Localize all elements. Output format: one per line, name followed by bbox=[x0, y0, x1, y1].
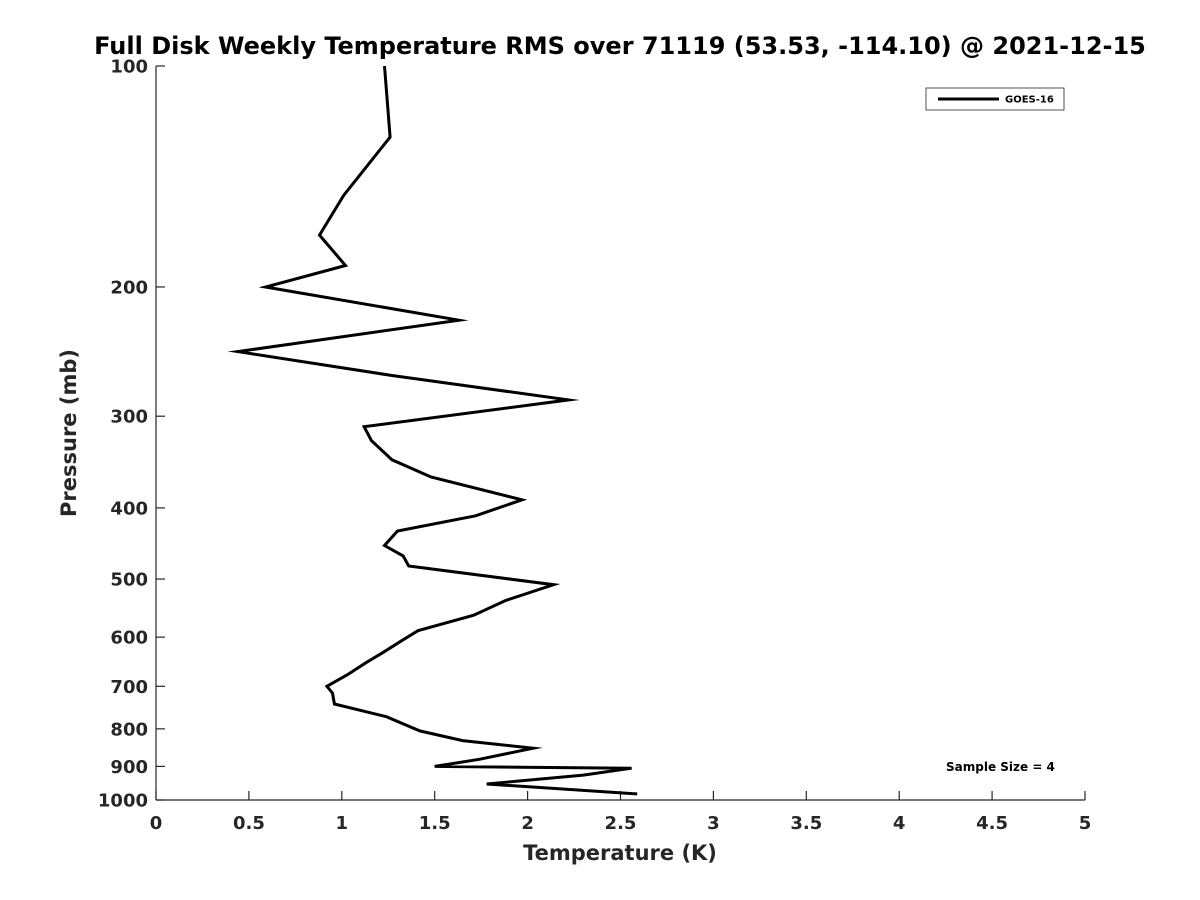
y-tick-label: 900 bbox=[110, 757, 148, 778]
series-line-goes-16 bbox=[227, 65, 638, 796]
x-tick-label: 4.5 bbox=[976, 813, 1008, 834]
x-axis-label: Temperature (K) bbox=[523, 841, 717, 865]
x-tick-label: 2.5 bbox=[605, 813, 637, 834]
y-tick-label: 300 bbox=[110, 407, 148, 428]
y-tick-label: 200 bbox=[110, 277, 148, 298]
y-tick-label: 400 bbox=[110, 498, 148, 519]
legend-label-goes-16: GOES-16 bbox=[1005, 95, 1054, 106]
axes bbox=[155, 66, 1085, 801]
y-tick-label: 700 bbox=[110, 677, 148, 698]
x-tick-label: 3 bbox=[707, 813, 720, 834]
x-tick-label: 3.5 bbox=[790, 813, 822, 834]
x-tick-label: 2 bbox=[521, 813, 534, 834]
x-tick-label: 5 bbox=[1079, 813, 1092, 834]
x-tick-label: 4 bbox=[893, 813, 906, 834]
sample-size-annotation: Sample Size = 4 bbox=[946, 760, 1055, 774]
x-tick-label: 1 bbox=[336, 813, 349, 834]
y-tick-label: 800 bbox=[110, 719, 148, 740]
y-tick-label: 100 bbox=[110, 57, 148, 78]
y-tick-label: 600 bbox=[110, 628, 148, 649]
y-ticks: 100 200 300 400 500 600 700 800 900 1000 bbox=[98, 57, 165, 812]
x-tick-label: 1.5 bbox=[419, 813, 451, 834]
y-tick-label: 500 bbox=[110, 570, 148, 591]
x-ticks: 0 0.5 1 1.5 2 2.5 3 3.5 4 4.5 5 bbox=[150, 791, 1092, 834]
x-tick-label: 0 bbox=[150, 813, 163, 834]
x-tick-label: 0.5 bbox=[233, 813, 265, 834]
y-axis-label: Pressure (mb) bbox=[57, 349, 81, 517]
chart-title: Full Disk Weekly Temperature RMS over 71… bbox=[94, 32, 1146, 60]
series-layer bbox=[227, 65, 638, 796]
legend: GOES-16 bbox=[925, 87, 1065, 111]
y-tick-label: 1000 bbox=[98, 791, 148, 812]
